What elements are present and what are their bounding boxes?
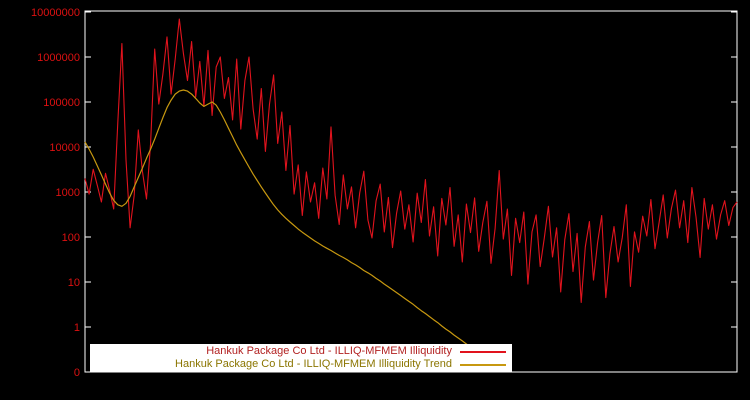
y-axis-tick-label: 0 <box>74 367 80 379</box>
y-axis-tick-label: 10000 <box>49 142 80 154</box>
legend-row-trend: Hankuk Package Co Ltd - ILLIQ-MFMEM Illi… <box>94 358 506 371</box>
illiquidity-series-line <box>84 18 738 304</box>
legend-row-illiquidity: Hankuk Package Co Ltd - ILLIQ-MFMEM Illi… <box>94 345 506 358</box>
legend-label-illiquidity: Hankuk Package Co Ltd - ILLIQ-MFMEM Illi… <box>206 345 452 357</box>
plot-border <box>84 10 738 373</box>
y-axis-tick-label: 1 <box>74 322 80 334</box>
y-axis-tick-label: 10 <box>68 277 80 289</box>
legend-line-sample-red <box>460 350 506 353</box>
y-axis-tick-label: 1000000 <box>37 52 80 64</box>
legend-box: Hankuk Package Co Ltd - ILLIQ-MFMEM Illi… <box>90 344 512 372</box>
y-axis-tick-label: 10000000 <box>31 7 80 19</box>
y-axis-tick-label: 100000 <box>43 97 80 109</box>
y-axis-tick-label: 1000 <box>56 187 80 199</box>
legend-label-trend: Hankuk Package Co Ltd - ILLIQ-MFMEM Illi… <box>175 358 452 370</box>
y-axis-tick-label: 100 <box>62 232 80 244</box>
legend-line-sample-yellow <box>460 363 506 366</box>
illiquidity-trend-line <box>84 89 471 348</box>
